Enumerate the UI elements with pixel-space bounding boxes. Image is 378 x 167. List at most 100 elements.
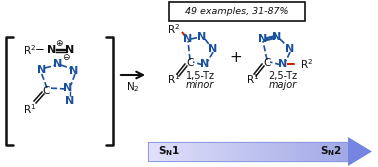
Bar	[241, 142, 243, 161]
Text: 1,5-Tz: 1,5-Tz	[186, 71, 214, 81]
Bar	[255, 142, 256, 161]
Bar	[151, 142, 153, 161]
Bar	[220, 142, 222, 161]
Bar	[235, 142, 236, 161]
Bar	[236, 142, 238, 161]
Bar	[298, 142, 300, 161]
Bar	[186, 142, 188, 161]
Text: R$^2$: R$^2$	[301, 57, 314, 71]
Bar	[160, 142, 161, 161]
Bar	[296, 142, 298, 161]
Bar	[161, 142, 163, 161]
Bar	[313, 142, 314, 161]
Bar	[223, 142, 225, 161]
Bar	[185, 142, 186, 161]
Bar	[195, 142, 196, 161]
Bar	[251, 142, 253, 161]
Bar	[281, 142, 283, 161]
Bar	[311, 142, 313, 161]
Bar	[240, 142, 241, 161]
Bar	[268, 142, 270, 161]
Bar	[280, 142, 281, 161]
Bar	[318, 142, 320, 161]
Bar	[231, 142, 233, 161]
Bar	[178, 142, 180, 161]
Bar	[291, 142, 293, 161]
Text: R$^1$: R$^1$	[246, 72, 260, 86]
Bar	[243, 142, 245, 161]
Bar	[333, 142, 335, 161]
Bar	[325, 142, 326, 161]
Bar	[191, 142, 193, 161]
Bar	[338, 142, 340, 161]
Bar	[193, 142, 195, 161]
Bar	[345, 142, 346, 161]
Bar	[290, 142, 291, 161]
Bar	[263, 142, 265, 161]
Bar	[200, 142, 201, 161]
Text: N: N	[273, 32, 282, 42]
Text: R$^2$: R$^2$	[167, 22, 181, 36]
Bar	[271, 142, 273, 161]
Bar	[248, 142, 249, 161]
Text: N: N	[197, 32, 207, 42]
Bar	[253, 142, 255, 161]
Text: N: N	[65, 45, 74, 55]
Text: N: N	[278, 59, 288, 69]
Text: $\mathbf{S_N2}$: $\mathbf{S_N2}$	[320, 145, 342, 158]
Text: R$^2$: R$^2$	[23, 43, 37, 57]
Text: C: C	[42, 86, 50, 96]
Text: N: N	[285, 44, 294, 54]
Bar	[293, 142, 295, 161]
Text: N: N	[183, 34, 193, 44]
Bar	[249, 142, 251, 161]
Bar	[206, 142, 208, 161]
Text: N: N	[65, 96, 74, 106]
Bar	[306, 142, 308, 161]
Text: R$^1$: R$^1$	[23, 102, 37, 116]
Text: N: N	[259, 34, 268, 44]
Bar	[300, 142, 301, 161]
Bar	[273, 142, 275, 161]
Bar	[275, 142, 276, 161]
Bar	[330, 142, 332, 161]
Text: 2,5-Tz: 2,5-Tz	[268, 71, 297, 81]
Bar	[288, 142, 290, 161]
Bar	[265, 142, 266, 161]
Bar	[335, 142, 336, 161]
Text: −: −	[35, 43, 45, 56]
Bar	[270, 142, 271, 161]
Bar	[286, 142, 288, 161]
Bar	[341, 142, 343, 161]
Bar	[340, 142, 341, 161]
Bar	[301, 142, 303, 161]
Bar	[283, 142, 285, 161]
Text: 49 examples, 31-87%: 49 examples, 31-87%	[185, 7, 288, 16]
Bar	[320, 142, 321, 161]
Text: $\mathbf{S_N1}$: $\mathbf{S_N1}$	[158, 145, 180, 158]
Bar	[332, 142, 333, 161]
Bar	[228, 142, 230, 161]
Bar	[295, 142, 296, 161]
Polygon shape	[348, 137, 372, 166]
Text: C: C	[263, 58, 271, 68]
Bar	[308, 142, 310, 161]
Bar	[323, 142, 325, 161]
Bar	[180, 142, 181, 161]
Text: C: C	[186, 58, 194, 68]
Bar	[208, 142, 210, 161]
Bar	[215, 142, 216, 161]
Bar	[170, 142, 171, 161]
Bar	[156, 142, 158, 161]
Bar	[238, 142, 240, 161]
Text: N$_2$: N$_2$	[126, 80, 140, 94]
Bar	[153, 142, 155, 161]
Bar	[233, 142, 235, 161]
Bar	[314, 142, 316, 161]
Bar	[218, 142, 220, 161]
Bar	[204, 142, 206, 161]
Text: N: N	[47, 45, 57, 55]
Bar	[198, 142, 200, 161]
Bar	[285, 142, 286, 161]
Bar	[260, 142, 261, 161]
